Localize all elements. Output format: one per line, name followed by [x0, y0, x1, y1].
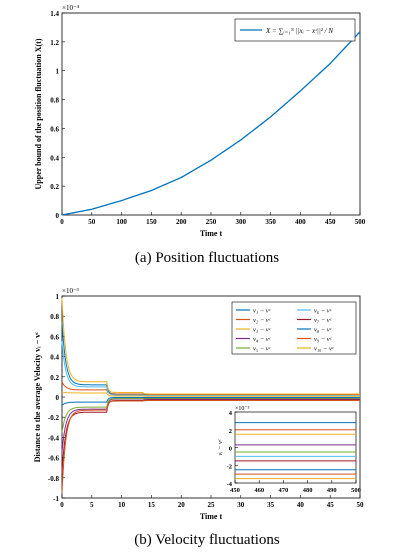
chart-b-legend-label: v₅ − vᶜ [253, 346, 272, 353]
chart-b-ytick-label: -0.8 [48, 475, 60, 483]
chart-b-ylabel: Distance to the average Velocity vᵢ − vᶜ [33, 332, 42, 462]
chart-a-ytick-label: 1.2 [50, 39, 59, 47]
chart-b-ytick-label: 0 [56, 394, 60, 402]
chart-b-ytick-label: 0.4 [50, 354, 59, 362]
chart-a-legend-box [234, 18, 356, 42]
chart-b-legend-label: v₆ − vᶜ [314, 308, 333, 315]
chart-b-ytick-label: -0.2 [48, 414, 60, 422]
chart-a-xtick-label: 250 [206, 218, 217, 226]
chart-a-xtick-label: 150 [146, 218, 157, 226]
chart-a-ytick-label: 0.6 [50, 125, 59, 133]
chart-b-xtick-label: 10 [118, 501, 126, 509]
chart-a-series-line [61, 31, 361, 216]
chart-b-ytick-label: 0.8 [50, 313, 59, 321]
chart-a-xlabel: Time t [200, 229, 223, 238]
chart-a-ytick-label: 0.4 [50, 154, 59, 162]
chart-b-legend-label: v₁₀ − vᶜ [314, 346, 335, 353]
chart-b-series-line [61, 398, 360, 453]
chart-b-series-line [61, 297, 360, 395]
chart-a-axes [61, 12, 361, 216]
chart-a-ytick-label: 1.4 [50, 10, 59, 18]
chart-b-series-line [61, 341, 360, 396]
chart-a-legend-label: X = ∑ᵢ₌₁ᴺ ||xᵢ − xᶜ||² / N [265, 27, 333, 35]
chart-b-inset-y-multiplier: ×10⁻⁵ [235, 406, 250, 412]
chart-b-xtick-label: 5 [90, 501, 94, 509]
chart-b-xlabel: Time t [200, 512, 223, 521]
caption-bottom: (b) Velocity fluctuations [134, 532, 280, 548]
chart-b-xtick-label: 50 [357, 501, 365, 509]
chart-b-ytick-label: -0.4 [48, 434, 60, 442]
chart-b-y-multiplier: ×10⁻³ [62, 287, 79, 295]
chart-b-inset-ytick-label: 4 [229, 410, 233, 417]
chart-b-xtick-label: 20 [178, 501, 186, 509]
chart-a-xtick-label: 50 [88, 218, 96, 226]
chart-b-ytick-label: 0.6 [50, 333, 59, 341]
chart-a-ytick-label: 1 [56, 68, 60, 76]
chart-b-ytick-label: 1 [56, 293, 60, 301]
chart-b-xtick-label: 25 [208, 501, 216, 509]
chart-a-ytick-label: 0.2 [50, 183, 59, 191]
chart-b-legend-label: v₂ − vᶜ [253, 317, 272, 324]
chart-b-inset-xtick-label: 460 [254, 487, 264, 494]
caption-top: (a) Position fluctuations [134, 250, 280, 266]
chart-b-inset-xtick-label: 490 [327, 487, 337, 494]
chart-b-inset-xtick-label: 480 [303, 487, 313, 494]
chart-a-xtick-label: 300 [236, 218, 247, 226]
chart-b-inset-ylabel: vᵢ − vᶜ [217, 438, 224, 455]
chart-b-series-line [61, 400, 360, 493]
chart-b-inset-ytick-label: -2 [227, 463, 232, 470]
chart-b-xtick-label: 40 [297, 501, 305, 509]
chart-b-xtick-label: 45 [327, 501, 335, 509]
chart-b-inset-xtick-label: 470 [279, 487, 289, 494]
chart-b-inset-ytick-label: 2 [229, 428, 232, 435]
chart-a-ytick-label: 0.8 [50, 97, 59, 105]
chart-b-xtick-label: 0 [60, 501, 64, 509]
chart-b-inset-ytick-label: 0 [229, 446, 232, 453]
chart-a-ylabel: Upper bound of the position fluctuation … [34, 38, 43, 189]
chart-b-xtick-label: 35 [267, 501, 275, 509]
chart-b-legend-label: v₄ − vᶜ [253, 336, 272, 343]
chart-b-series-line [61, 397, 360, 433]
chart-a-xtick-label: 350 [265, 218, 276, 226]
chart-b-inset-axes [234, 411, 357, 484]
chart-b-ytick-label: -0.6 [48, 455, 60, 463]
chart-b-inset-ytick-label: -4 [227, 481, 233, 488]
chart-a-xtick-label: 500 [355, 218, 366, 226]
chart-a-xtick-label: 0 [60, 218, 64, 226]
chart-a-y-multiplier: ×10⁻⁴ [62, 4, 80, 12]
chart-b-series-line [61, 397, 360, 406]
chart-b-xtick-label: 30 [237, 501, 245, 509]
chart-b-xtick-label: 15 [148, 501, 156, 509]
chart-a-xtick-label: 450 [325, 218, 336, 226]
chart-a-xtick-label: 400 [295, 218, 306, 226]
chart-a-xtick-label: 200 [176, 218, 187, 226]
chart-b-legend-label: v₉ − vᶜ [314, 336, 333, 343]
chart-b-ytick-label: 0.2 [50, 374, 59, 382]
chart-b-legend-label: v₇ − vᶜ [314, 317, 333, 324]
chart-b-inset-xtick-label: 450 [230, 487, 240, 494]
chart-b-legend-label: v₁ − vᶜ [253, 308, 272, 315]
chart-b-legend-label: v₈ − vᶜ [314, 327, 333, 334]
chart-a-xtick-label: 100 [116, 218, 127, 226]
chart-b-inset-xtick-label: 500 [351, 487, 361, 494]
chart-a-ytick-label: 0 [56, 212, 60, 220]
chart-b-ytick-label: -1 [53, 495, 59, 503]
chart-b-series-line [61, 391, 360, 397]
chart-b-legend-label: v₃ − vᶜ [253, 327, 272, 334]
chart-b-legend-box [231, 301, 357, 355]
